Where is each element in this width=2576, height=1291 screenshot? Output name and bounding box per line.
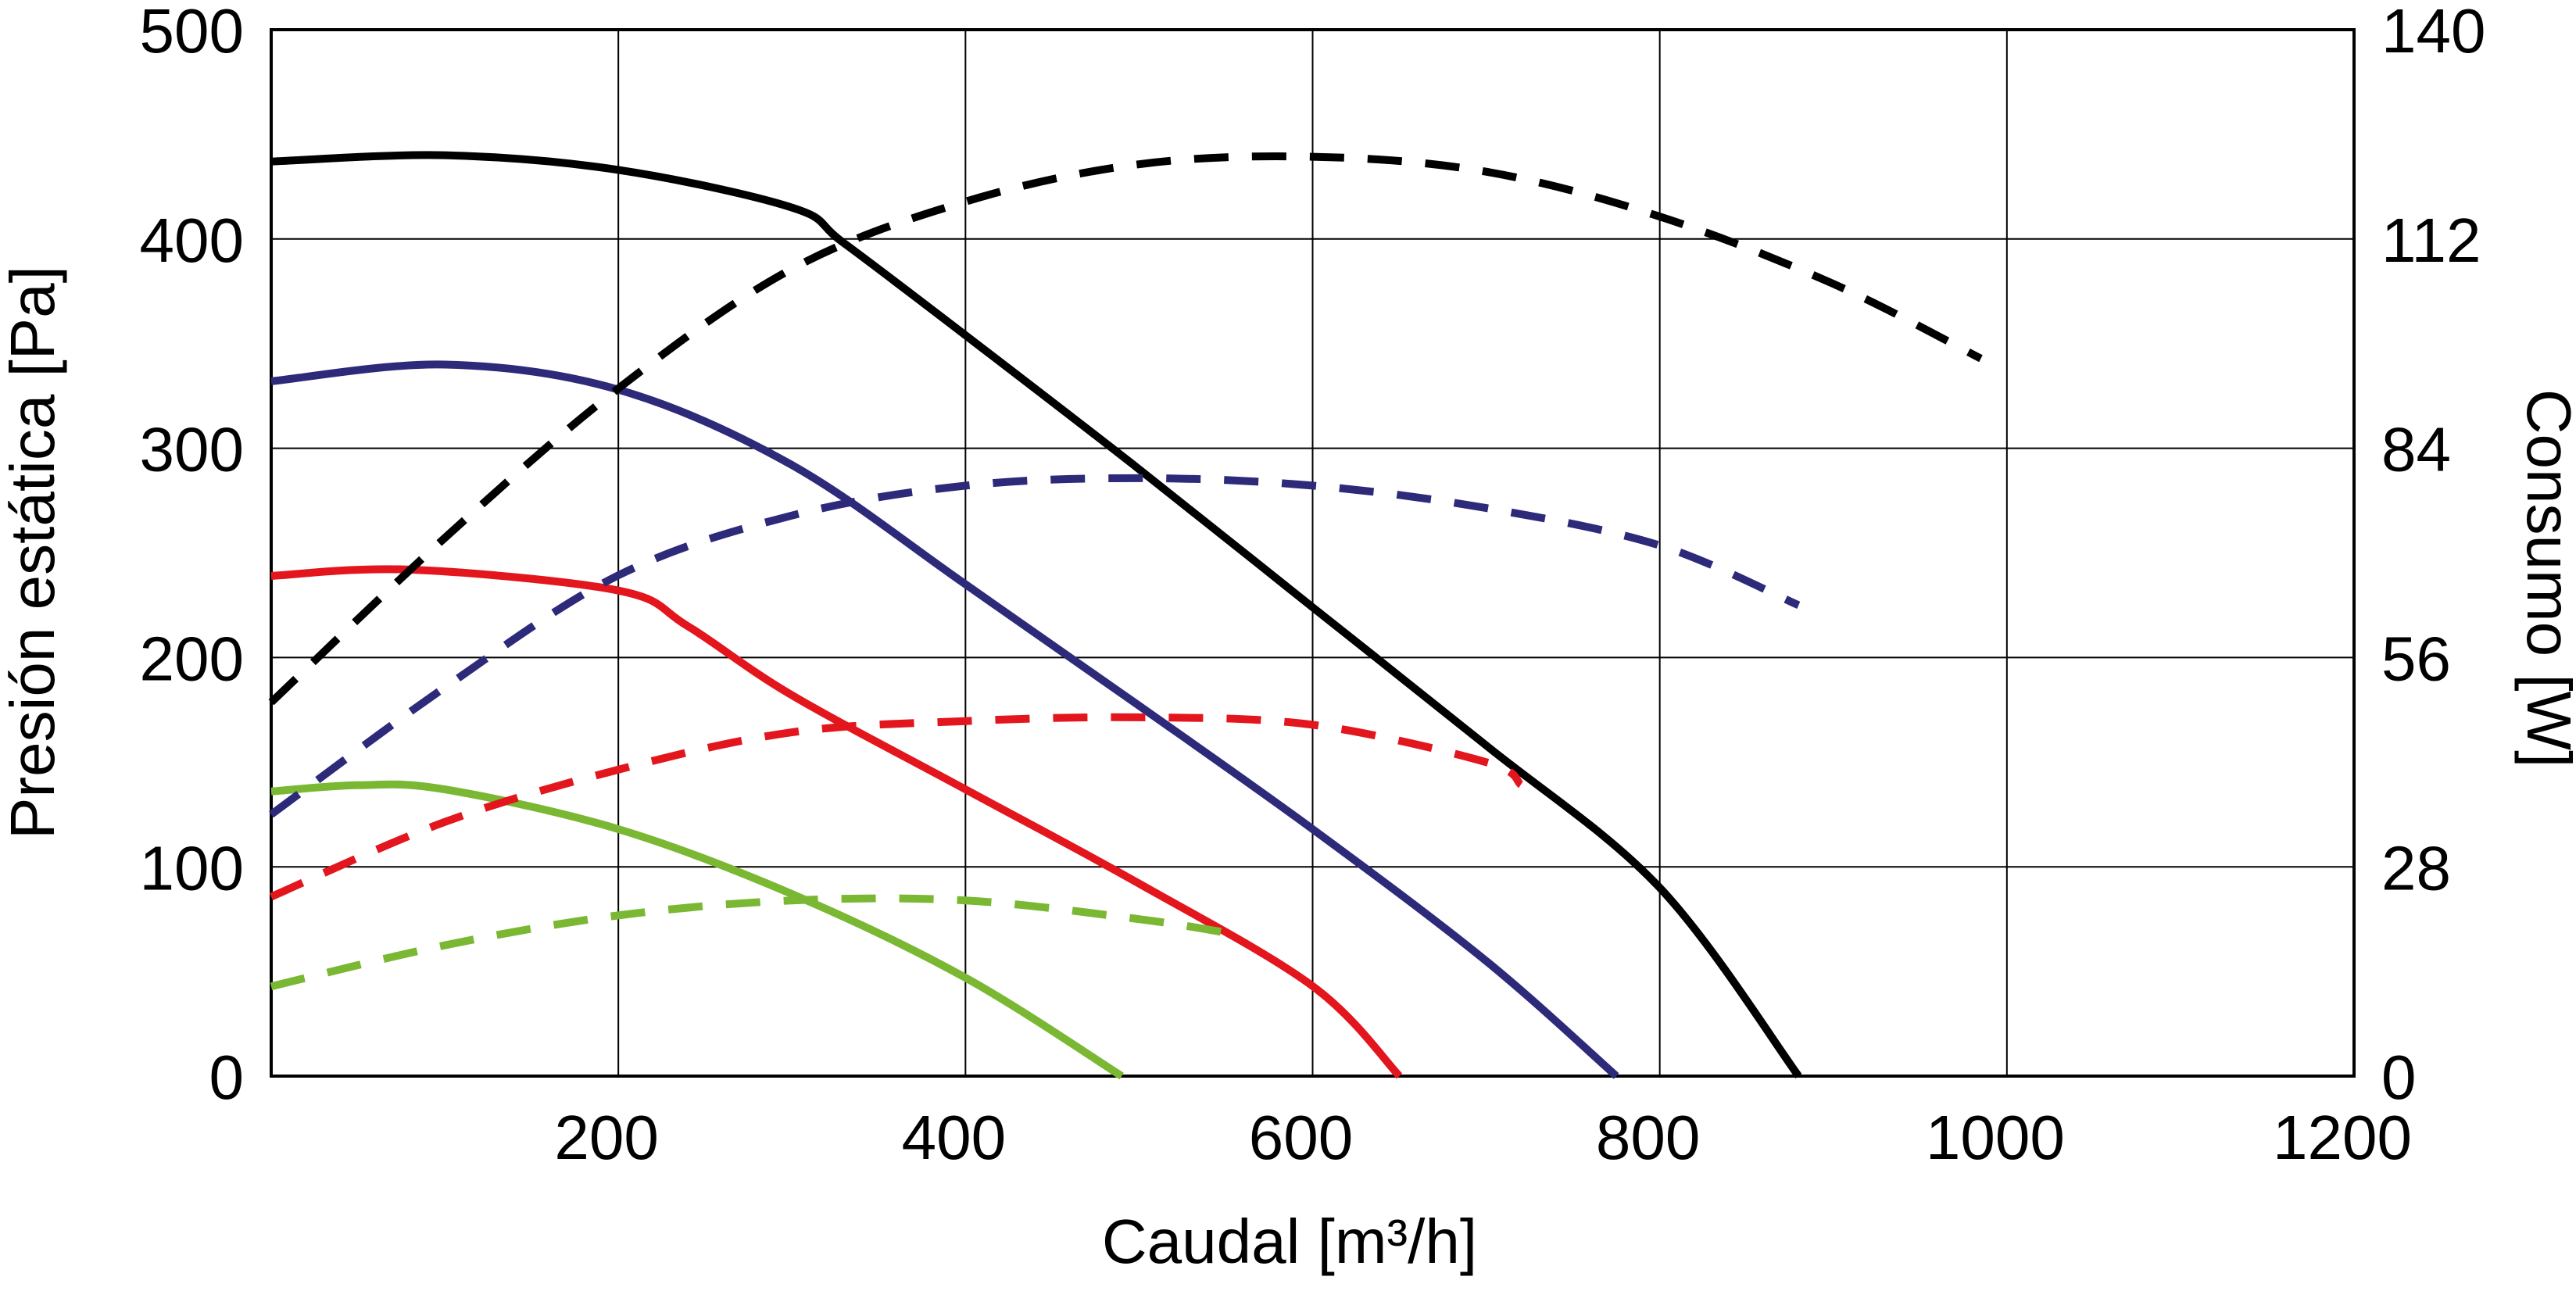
consumption-line (270, 713, 1524, 901)
x-tick-label: 1200 (2273, 1103, 2412, 1172)
y2-tick-label: 112 (2381, 206, 2481, 275)
pressure-line (270, 151, 1802, 1078)
consumption-line (268, 152, 1983, 706)
x-tick-label: 200 (554, 1103, 658, 1172)
y-tick-label: 200 (140, 624, 244, 694)
y2-tick-label: 56 (2381, 624, 2451, 694)
y2-tick-label: 140 (2381, 0, 2485, 66)
pressure-line (270, 360, 1619, 1079)
x-tick-label: 1000 (1926, 1103, 2065, 1172)
y-tick-label: 0 (209, 1042, 245, 1112)
y2-tick-label: 0 (2381, 1042, 2417, 1112)
pressure-line (270, 565, 1403, 1079)
y-tick-label: 500 (140, 0, 244, 66)
y-tick-label: 300 (140, 415, 244, 485)
x-axis-label: Caudal [m³/h] (1102, 1207, 1477, 1276)
x-tick-label: 600 (1249, 1103, 1353, 1172)
y2-tick-label: 28 (2381, 833, 2451, 903)
x-tick-label: 800 (1596, 1103, 1700, 1172)
y2-tick-label: 84 (2381, 415, 2451, 485)
y-tick-label: 400 (140, 206, 244, 275)
pressure-line (270, 780, 1124, 1080)
y-axis-label: Presión estática [Pa] (0, 266, 67, 839)
consumption-line (269, 474, 1801, 818)
consumption-line (270, 894, 1236, 991)
x-tick-label: 400 (902, 1103, 1006, 1172)
plot-frame (270, 28, 2356, 1078)
y-tick-label: 100 (140, 833, 244, 903)
y2-axis-label: Consumo [W] (2514, 389, 2576, 768)
